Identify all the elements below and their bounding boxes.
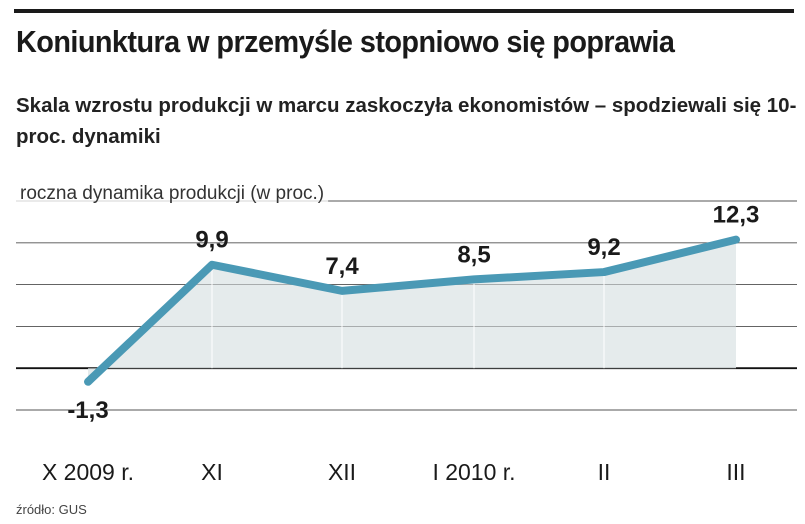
- x-tick-label: I 2010 r.: [432, 459, 515, 485]
- data-labels: -1,3 9,9 7,4 8,5 9,2 12,3: [67, 202, 759, 424]
- data-label: 8,5: [457, 241, 490, 268]
- x-tick-label: XII: [328, 459, 356, 485]
- x-tick-label: III: [726, 459, 745, 485]
- data-label: -1,3: [67, 397, 108, 424]
- x-tick-label: II: [598, 459, 611, 485]
- data-label: 9,2: [587, 234, 620, 261]
- x-tick-label: XI: [201, 459, 223, 485]
- x-tick-labels: X 2009 r. XI XII I 2010 r. II III: [42, 459, 746, 485]
- chart-subtitle: Skala wzrostu produkcji w marcu zaskoczy…: [16, 94, 797, 148]
- data-label: 7,4: [325, 253, 359, 280]
- chart-title: Koniunktura w przemyśle stopniowo się po…: [16, 24, 675, 59]
- y-label-background: [16, 181, 329, 206]
- top-rule: [14, 9, 794, 13]
- series-line: [84, 235, 740, 386]
- data-label: 12,3: [713, 202, 760, 229]
- x-tick-label: X 2009 r.: [42, 459, 134, 485]
- data-label: 9,9: [195, 227, 228, 254]
- y-axis-label: roczna dynamika produkcji (w proc.): [20, 183, 324, 204]
- source-note: źródło: GUS: [16, 502, 87, 517]
